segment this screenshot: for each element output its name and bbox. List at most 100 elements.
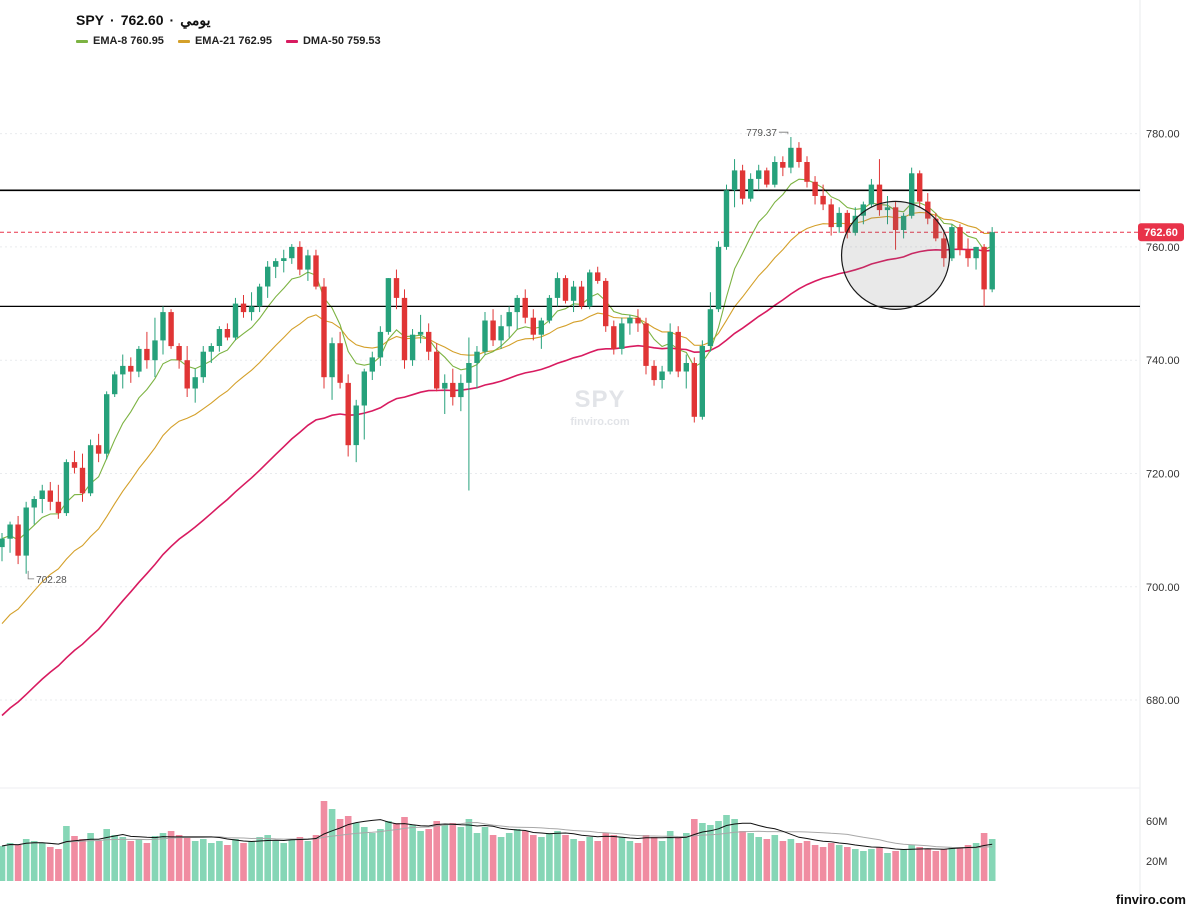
volume-bar[interactable]	[14, 845, 22, 881]
volume-bar[interactable]	[618, 837, 626, 881]
candle[interactable]	[852, 215, 858, 233]
candle[interactable]	[281, 258, 287, 261]
candle[interactable]	[95, 445, 102, 454]
candle[interactable]	[731, 170, 738, 191]
volume-bar[interactable]	[200, 839, 207, 881]
candle[interactable]	[482, 320, 488, 352]
candle[interactable]	[925, 201, 931, 219]
candle[interactable]	[595, 272, 601, 281]
volume-bar[interactable]	[103, 829, 110, 881]
candle[interactable]	[401, 297, 408, 361]
volume-bar[interactable]	[948, 847, 956, 881]
candle[interactable]	[780, 162, 786, 168]
volume-bar[interactable]	[538, 837, 545, 881]
candle[interactable]	[756, 170, 762, 179]
volume-bar[interactable]	[876, 847, 883, 881]
candle[interactable]	[667, 331, 673, 372]
candle[interactable]	[820, 195, 826, 205]
volume-bar[interactable]	[208, 843, 215, 881]
volume-bar[interactable]	[433, 821, 440, 881]
candle[interactable]	[530, 317, 536, 335]
candle[interactable]	[860, 204, 866, 216]
candle[interactable]	[691, 363, 697, 417]
candle[interactable]	[450, 382, 456, 398]
candle[interactable]	[941, 238, 947, 259]
candle[interactable]	[55, 501, 62, 514]
volume-bar[interactable]	[393, 823, 400, 881]
candle[interactable]	[353, 405, 359, 446]
candle[interactable]	[417, 331, 424, 335]
volume-bar[interactable]	[312, 835, 320, 881]
volume-bar[interactable]	[272, 841, 279, 881]
candle[interactable]	[136, 348, 142, 372]
candle[interactable]	[112, 374, 118, 395]
volume-bar[interactable]	[723, 815, 730, 881]
candle[interactable]	[812, 181, 818, 196]
volume-bar[interactable]	[602, 833, 610, 881]
volume-bar[interactable]	[361, 827, 368, 881]
volume-bar[interactable]	[55, 849, 62, 881]
candle[interactable]	[434, 351, 440, 389]
volume-bar[interactable]	[900, 849, 907, 881]
volume-bar[interactable]	[658, 841, 666, 881]
candle[interactable]	[458, 382, 464, 398]
candle[interactable]	[192, 377, 198, 389]
candle[interactable]	[619, 323, 625, 349]
volume-bar[interactable]	[691, 819, 698, 881]
candle[interactable]	[361, 371, 367, 406]
candle[interactable]	[23, 507, 29, 556]
volume-bar[interactable]	[143, 843, 151, 881]
candle[interactable]	[627, 317, 633, 324]
volume-bar[interactable]	[860, 851, 867, 881]
volume-bar[interactable]	[441, 825, 449, 881]
candle[interactable]	[426, 331, 432, 352]
volume-bar[interactable]	[39, 843, 46, 881]
candle[interactable]	[884, 207, 891, 211]
candle[interactable]	[104, 394, 110, 454]
volume-bar[interactable]	[401, 817, 408, 881]
volume-bar[interactable]	[256, 837, 263, 881]
volume-bar[interactable]	[674, 837, 682, 881]
candle[interactable]	[369, 357, 375, 372]
candle[interactable]	[828, 204, 834, 228]
candle[interactable]	[570, 286, 577, 301]
candle[interactable]	[216, 329, 223, 346]
volume-bar[interactable]	[280, 843, 287, 881]
candle[interactable]	[409, 334, 416, 361]
volume-bar[interactable]	[183, 837, 191, 881]
candle[interactable]	[876, 184, 883, 211]
candle[interactable]	[168, 312, 174, 347]
candle[interactable]	[232, 303, 239, 338]
candle[interactable]	[900, 215, 907, 230]
candle[interactable]	[868, 184, 875, 205]
candle[interactable]	[39, 490, 45, 500]
volume-bar[interactable]	[795, 843, 803, 881]
volume-bar[interactable]	[79, 839, 86, 881]
volume-bar[interactable]	[964, 845, 972, 881]
volume-bar[interactable]	[835, 845, 843, 881]
volume-bar[interactable]	[264, 835, 271, 881]
volume-bar[interactable]	[803, 841, 811, 881]
candle[interactable]	[71, 462, 78, 468]
candle[interactable]	[248, 306, 255, 313]
candle[interactable]	[442, 382, 448, 389]
volume-bar[interactable]	[385, 821, 392, 881]
candle[interactable]	[208, 346, 214, 352]
volume-bar[interactable]	[779, 841, 787, 881]
candle[interactable]	[611, 326, 617, 349]
volume-bar[interactable]	[0, 846, 6, 881]
volume-bar[interactable]	[530, 835, 537, 881]
candle[interactable]	[79, 467, 86, 494]
volume-bar[interactable]	[980, 833, 988, 881]
candle[interactable]	[87, 445, 94, 494]
candle[interactable]	[707, 309, 714, 346]
candle[interactable]	[562, 278, 569, 301]
volume-bar[interactable]	[578, 841, 585, 881]
candle[interactable]	[498, 326, 504, 341]
volume-bar[interactable]	[852, 849, 859, 881]
volume-bar[interactable]	[844, 847, 851, 881]
candle[interactable]	[836, 212, 842, 228]
candle[interactable]	[273, 261, 279, 267]
volume-bar[interactable]	[771, 835, 779, 881]
candle[interactable]	[723, 190, 730, 247]
